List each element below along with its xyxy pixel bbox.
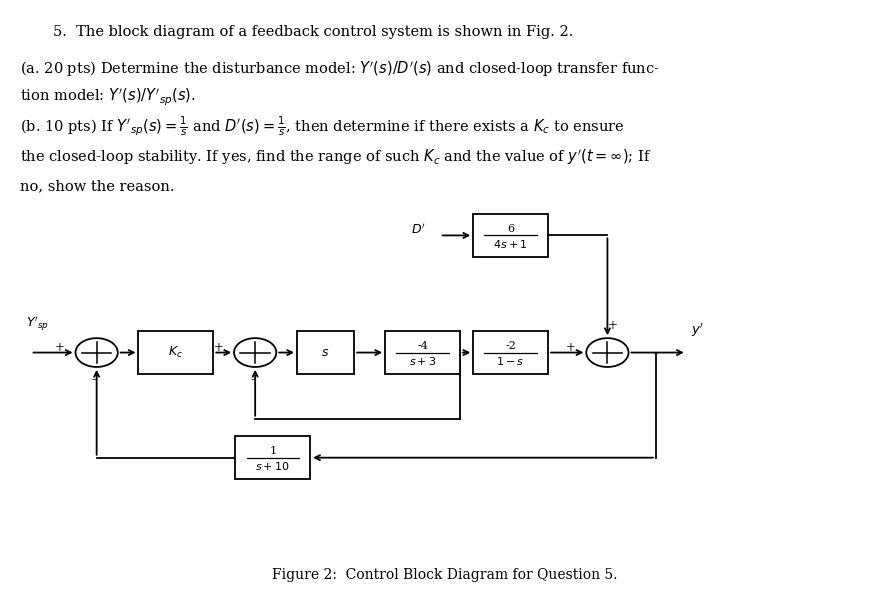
Text: $Y'_{sp}$: $Y'_{sp}$ (26, 315, 49, 333)
Text: $K_c$: $K_c$ (168, 345, 183, 360)
Text: no, show the reason.: no, show the reason. (20, 180, 174, 194)
Text: $D'$: $D'$ (412, 222, 426, 237)
Text: 1: 1 (269, 446, 276, 456)
Text: $s$: $s$ (322, 346, 330, 359)
Text: +: + (608, 319, 618, 332)
Text: $s+10$: $s+10$ (255, 460, 290, 473)
Text: the closed-loop stability. If yes, find the range of such $K_c$ and the value of: the closed-loop stability. If yes, find … (20, 147, 652, 167)
Bar (473, 331, 548, 374)
Text: 5.  The block diagram of a feedback control system is shown in Fig. 2.: 5. The block diagram of a feedback contr… (52, 25, 573, 39)
Text: $y'$: $y'$ (691, 322, 704, 339)
Text: +: + (213, 341, 223, 354)
Text: $1-s$: $1-s$ (496, 355, 525, 367)
Bar (139, 331, 213, 374)
Text: -2: -2 (505, 340, 516, 351)
Text: $s+3$: $s+3$ (409, 355, 436, 367)
Text: (a. 20 pts) Determine the disturbance model: $Y'(s)/D'(s)$ and closed-loop trans: (a. 20 pts) Determine the disturbance mo… (20, 60, 660, 79)
Bar (385, 331, 460, 374)
Text: Figure 2:  Control Block Diagram for Question 5.: Figure 2: Control Block Diagram for Ques… (272, 568, 617, 582)
Text: (b. 10 pts) If $Y'_{sp}(s) = \frac{1}{s}$ and $D'(s) = \frac{1}{s}$, then determ: (b. 10 pts) If $Y'_{sp}(s) = \frac{1}{s}… (20, 114, 625, 138)
Text: 6: 6 (507, 224, 514, 233)
Circle shape (76, 338, 117, 367)
Bar (473, 214, 548, 257)
Text: -: - (92, 373, 96, 387)
Bar (236, 436, 310, 479)
Text: $4s+1$: $4s+1$ (493, 238, 528, 250)
Text: +: + (565, 341, 576, 354)
Text: -: - (250, 373, 255, 387)
Circle shape (234, 338, 276, 367)
Bar (297, 331, 354, 374)
Circle shape (586, 338, 629, 367)
Text: -4: -4 (417, 340, 428, 351)
Text: tion model: $Y'(s)/Y'_{sp}(s)$.: tion model: $Y'(s)/Y'_{sp}(s)$. (20, 87, 196, 108)
Text: +: + (55, 341, 65, 354)
